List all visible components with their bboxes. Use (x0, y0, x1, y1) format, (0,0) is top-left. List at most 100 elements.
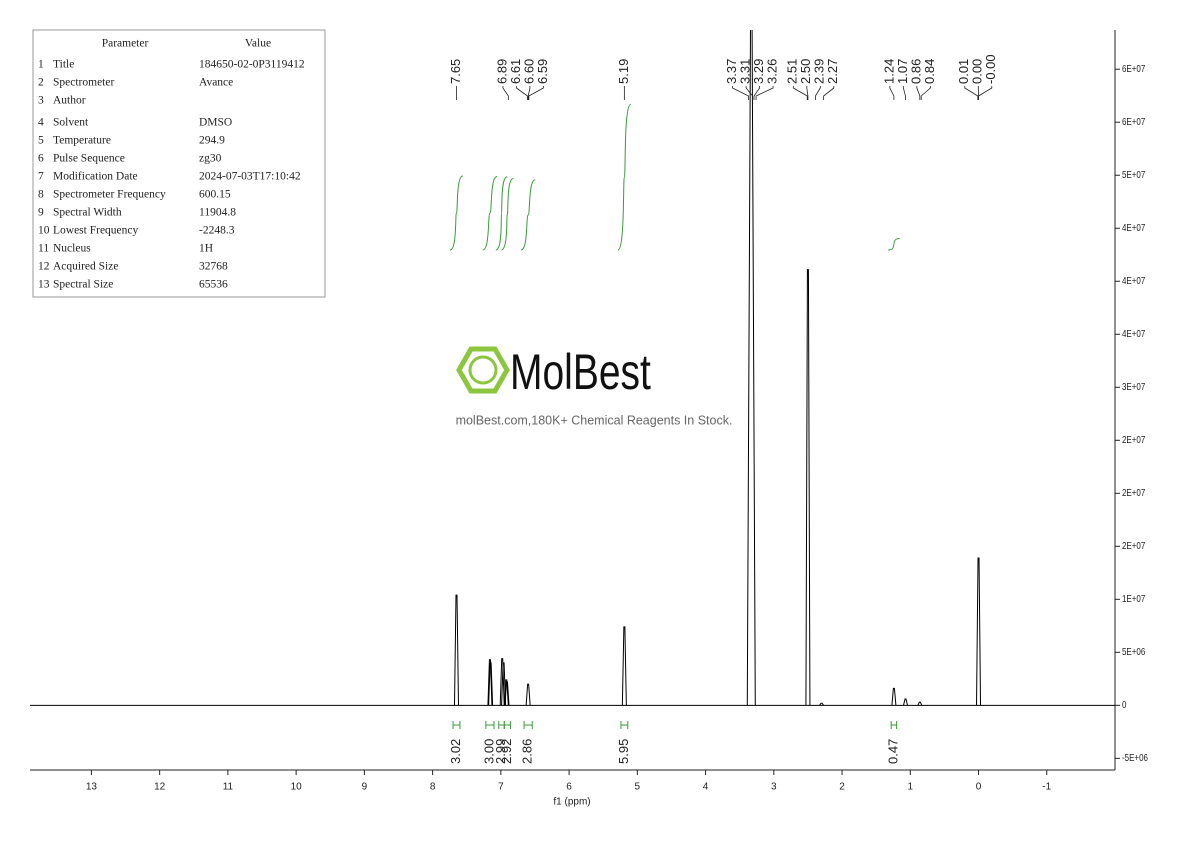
parameter-value: 11904.8 (199, 207, 236, 219)
peak (487, 659, 493, 706)
peak-pick-connector (755, 86, 774, 100)
peak-pick-connector (902, 86, 906, 100)
parameter-value: -2248.3 (199, 225, 235, 237)
x-tick-label: 5 (635, 782, 641, 793)
parameter-value: 294.9 (199, 135, 225, 147)
y-tick-label: 5E+06 (1122, 646, 1145, 657)
parameter-name: Pulse Sequence (53, 153, 125, 165)
row-number: 11 (38, 243, 49, 255)
row-number: 6 (38, 153, 44, 165)
integral-bracket (485, 721, 495, 729)
peak-pick-label: 0.00 (970, 59, 985, 84)
y-tick-label: 0 (1122, 699, 1126, 710)
peak (525, 683, 531, 706)
parameter-value: zg30 (199, 153, 222, 165)
peak (488, 662, 494, 706)
watermark: MolBest molBest.com,180K+ Chemical Reage… (456, 343, 733, 427)
integral-curve (500, 177, 514, 251)
peak-pick-label: 6.89 (494, 59, 509, 84)
parameter-name: Spectrometer Frequency (53, 189, 166, 201)
peak-pick-connector (745, 86, 754, 100)
parameter-value: 65536 (199, 279, 228, 291)
x-tick-label: 6 (566, 782, 572, 793)
peak-pick-label: 5.19 (616, 59, 631, 84)
peak-pick-connector (732, 86, 749, 100)
parameter-name: Nucleus (53, 243, 91, 255)
peak-pick-connector (964, 86, 979, 100)
y-tick-label: 2E+07 (1122, 434, 1145, 445)
peak (501, 662, 507, 706)
integral-curve (449, 175, 464, 251)
peak (819, 702, 824, 706)
integral-curve (617, 103, 632, 251)
parameter-name: Lowest Frequency (53, 225, 139, 237)
peak-pick-label: 2.27 (825, 59, 840, 84)
peak (976, 557, 982, 706)
parameter-table: Parameter Value 1 Title 184650-02-0P3119412 2… (38, 38, 305, 291)
peak-pick-connector (889, 86, 895, 100)
peak-pick-connector (516, 86, 528, 100)
y-tick-label: 4E+07 (1122, 222, 1145, 233)
peak-pick-label: 3.26 (765, 59, 780, 84)
y-tick-label: 4E+07 (1122, 275, 1145, 286)
y-tick-label: 3E+07 (1122, 381, 1145, 392)
x-tick-label: 2 (839, 782, 845, 793)
peak (746, 30, 756, 706)
peak-pick-connector (978, 86, 993, 100)
integral-curve (495, 176, 508, 251)
peak (453, 594, 459, 706)
x-tick-label: 3 (771, 782, 777, 793)
parameter-value: 600.15 (199, 189, 231, 201)
tagline: molBest.com,180K+ Chemical Reagents In S… (456, 413, 733, 427)
table-header: Parameter (102, 38, 149, 50)
peak-pick-label: 6.61 (508, 59, 523, 84)
integral-curve (520, 179, 536, 251)
logo-hexagon (456, 346, 510, 394)
peak (903, 698, 908, 706)
peak-pick-label: 2.39 (812, 59, 827, 84)
peak (891, 687, 897, 706)
y-tick-label: 2E+07 (1122, 487, 1145, 498)
peak-pick-label: 1.07 (895, 59, 910, 84)
table-header: Value (245, 38, 271, 50)
peak (805, 269, 811, 706)
y-tick-label: 2E+07 (1122, 540, 1145, 551)
parameter-value: 32768 (199, 261, 228, 273)
peak-pick-connector (815, 86, 821, 100)
peak-pick-label: 6.60 (521, 59, 536, 84)
peak-pick-label: 0.84 (922, 59, 937, 84)
peak-pick-label: 3.29 (751, 59, 766, 84)
x-tick-label: 7 (498, 782, 504, 793)
row-number: 2 (38, 77, 44, 89)
x-tick-label: 8 (430, 782, 436, 793)
peak-pick-connector (920, 86, 931, 100)
parameter-name: Temperature (53, 135, 111, 147)
integral-bracket (503, 721, 511, 729)
peak-pick-label: 6.59 (535, 59, 550, 84)
x-tick-label: 13 (86, 782, 98, 793)
parameter-value: 2024-07-03T17:10:42 (199, 171, 301, 183)
row-number: 9 (38, 207, 44, 219)
x-axis-label: f1 (ppm) (553, 797, 590, 808)
row-number: 3 (38, 95, 44, 107)
peak-pick-label: 3.37 (724, 59, 739, 84)
peak (504, 681, 510, 706)
peak-pick-label: 0.01 (956, 59, 971, 84)
parameter-value: 1H (199, 243, 213, 255)
peak (503, 679, 509, 706)
y-tick-label: 5E+07 (1122, 169, 1145, 180)
integral-label: 3.02 (448, 739, 463, 764)
peak-pick-label: 2.51 (785, 59, 800, 84)
integral-bracket (523, 721, 533, 729)
peak (917, 701, 923, 706)
integral-curve (482, 176, 498, 251)
y-tick-label: 6E+07 (1122, 116, 1145, 127)
peak-pick-connector (823, 86, 835, 100)
parameter-name: Modification Date (53, 171, 138, 183)
parameter-name: Spectral Size (53, 279, 113, 291)
row-number: 12 (38, 261, 50, 273)
integral-label: 5.95 (616, 739, 631, 764)
peak-pick-label: 2.50 (798, 59, 813, 84)
